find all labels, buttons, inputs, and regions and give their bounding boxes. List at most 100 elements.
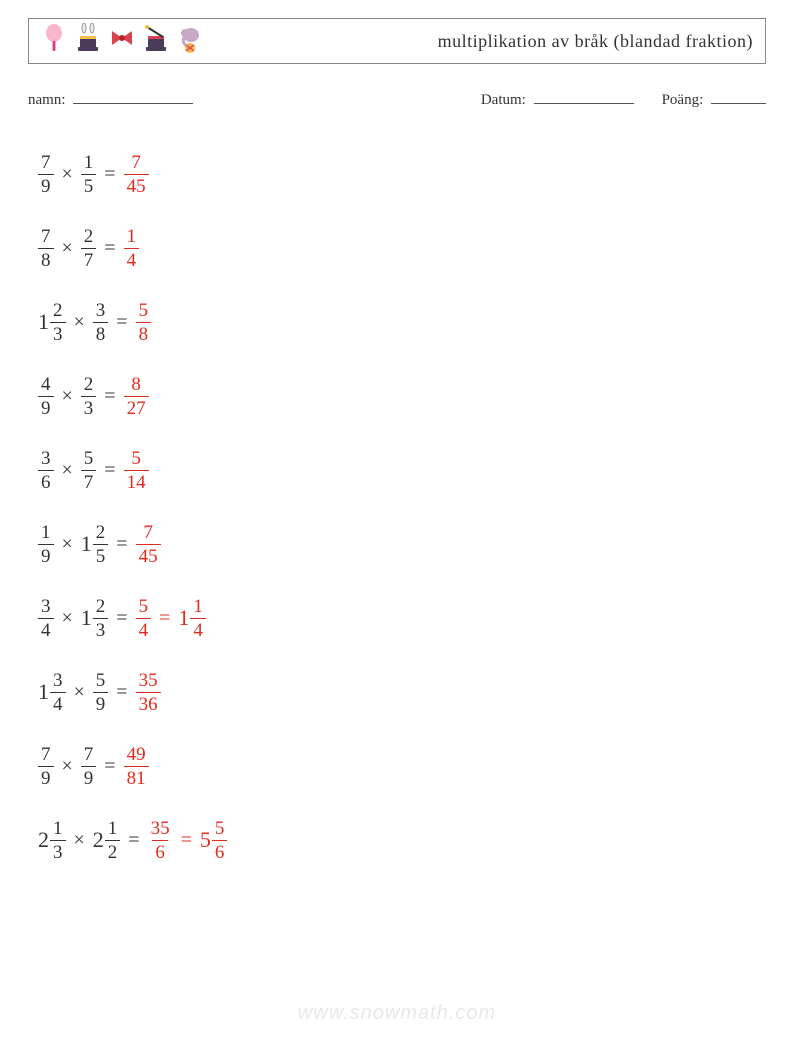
denominator: 4 [124, 248, 140, 270]
whole-number: 2 [38, 827, 49, 853]
fraction: 79 [38, 745, 54, 788]
equals-sign: = [116, 311, 127, 334]
problem-row: 213×212=356=556 [38, 803, 766, 877]
denominator: 5 [93, 544, 109, 566]
denominator: 45 [136, 544, 161, 566]
multiply-operator: × [62, 533, 73, 556]
whole-number: 5 [200, 827, 211, 853]
denominator: 81 [124, 766, 149, 788]
fraction: 38 [93, 301, 109, 344]
problem-row: 19×125=745 [38, 507, 766, 581]
whole-number: 2 [93, 827, 104, 853]
fraction: 79 [38, 153, 54, 196]
numerator: 5 [136, 597, 152, 618]
denominator: 8 [38, 248, 54, 270]
equals-sign: = [104, 237, 115, 260]
fraction: 745 [124, 153, 149, 196]
fraction: 14 [190, 597, 206, 640]
numerator: 7 [128, 153, 144, 174]
name-blank[interactable] [73, 90, 193, 104]
equals-sign: = [116, 681, 127, 704]
multiply-operator: × [62, 459, 73, 482]
fraction: 3536 [136, 671, 161, 714]
numerator: 2 [81, 227, 97, 248]
elephant-ball-icon [177, 23, 203, 60]
fraction: 14 [124, 227, 140, 270]
fraction: 54 [136, 597, 152, 640]
fraction: 13 [50, 819, 66, 862]
denominator: 9 [38, 174, 54, 196]
numerator: 1 [105, 819, 121, 840]
equals-sign: = [104, 385, 115, 408]
numerator: 7 [81, 745, 97, 766]
numerator: 7 [38, 227, 54, 248]
worksheet-header: multiplikation av bråk (blandad fraktion… [28, 18, 766, 64]
fraction: 745 [136, 523, 161, 566]
equals-sign: = [104, 755, 115, 778]
denominator: 27 [124, 396, 149, 418]
problem-row: 123×38=58 [38, 285, 766, 359]
fraction: 58 [136, 301, 152, 344]
fraction: 34 [38, 597, 54, 640]
multiply-operator: × [62, 607, 73, 630]
problems-list: 79×15=74578×27=14123×38=5849×23=82736×57… [38, 137, 766, 877]
problem-row: 134×59=3536 [38, 655, 766, 729]
denominator: 7 [81, 248, 97, 270]
numerator: 49 [124, 745, 149, 766]
rabbit-hat-icon [75, 23, 101, 60]
fraction: 19 [38, 523, 54, 566]
multiply-operator: × [62, 163, 73, 186]
denominator: 4 [50, 692, 66, 714]
multiply-operator: × [62, 385, 73, 408]
denominator: 6 [38, 470, 54, 492]
equals-sign: = [104, 459, 115, 482]
denominator: 7 [81, 470, 97, 492]
numerator: 1 [50, 819, 66, 840]
problem-row: 34×123=54=114 [38, 581, 766, 655]
numerator: 8 [128, 375, 144, 396]
multiply-operator: × [62, 237, 73, 260]
cotton-candy-icon [41, 23, 67, 60]
fraction: 23 [93, 597, 109, 640]
header-icons [41, 23, 203, 60]
fraction: 4981 [124, 745, 149, 788]
problem-row: 78×27=14 [38, 211, 766, 285]
numerator: 7 [140, 523, 156, 544]
equals-sign: = [128, 829, 139, 852]
meta-row: namn: Datum: Poäng: [28, 90, 766, 109]
whole-number: 1 [38, 679, 49, 705]
numerator: 3 [38, 597, 54, 618]
score-blank[interactable] [711, 90, 766, 104]
denominator: 6 [212, 840, 228, 862]
numerator: 7 [38, 153, 54, 174]
numerator: 5 [81, 449, 97, 470]
denominator: 8 [93, 322, 109, 344]
multiply-operator: × [74, 311, 85, 334]
date-blank[interactable] [534, 90, 634, 104]
fraction: 59 [93, 671, 109, 714]
bow-icon [109, 23, 135, 60]
fraction: 356 [148, 819, 173, 862]
denominator: 5 [81, 174, 97, 196]
denominator: 9 [38, 396, 54, 418]
numerator: 2 [93, 597, 109, 618]
fraction: 23 [50, 301, 66, 344]
fraction: 56 [212, 819, 228, 862]
numerator: 2 [81, 375, 97, 396]
numerator: 5 [136, 301, 152, 322]
numerator: 5 [212, 819, 228, 840]
fraction: 25 [93, 523, 109, 566]
denominator: 9 [38, 544, 54, 566]
problem-row: 49×23=827 [38, 359, 766, 433]
name-label: namn: [28, 92, 66, 108]
whole-number: 1 [81, 605, 92, 631]
fraction: 78 [38, 227, 54, 270]
equals-sign: = [116, 607, 127, 630]
score-label: Poäng: [662, 92, 704, 108]
fraction: 27 [81, 227, 97, 270]
numerator: 2 [93, 523, 109, 544]
multiply-operator: × [74, 829, 85, 852]
numerator: 1 [38, 523, 54, 544]
numerator: 2 [50, 301, 66, 322]
fraction: 79 [81, 745, 97, 788]
